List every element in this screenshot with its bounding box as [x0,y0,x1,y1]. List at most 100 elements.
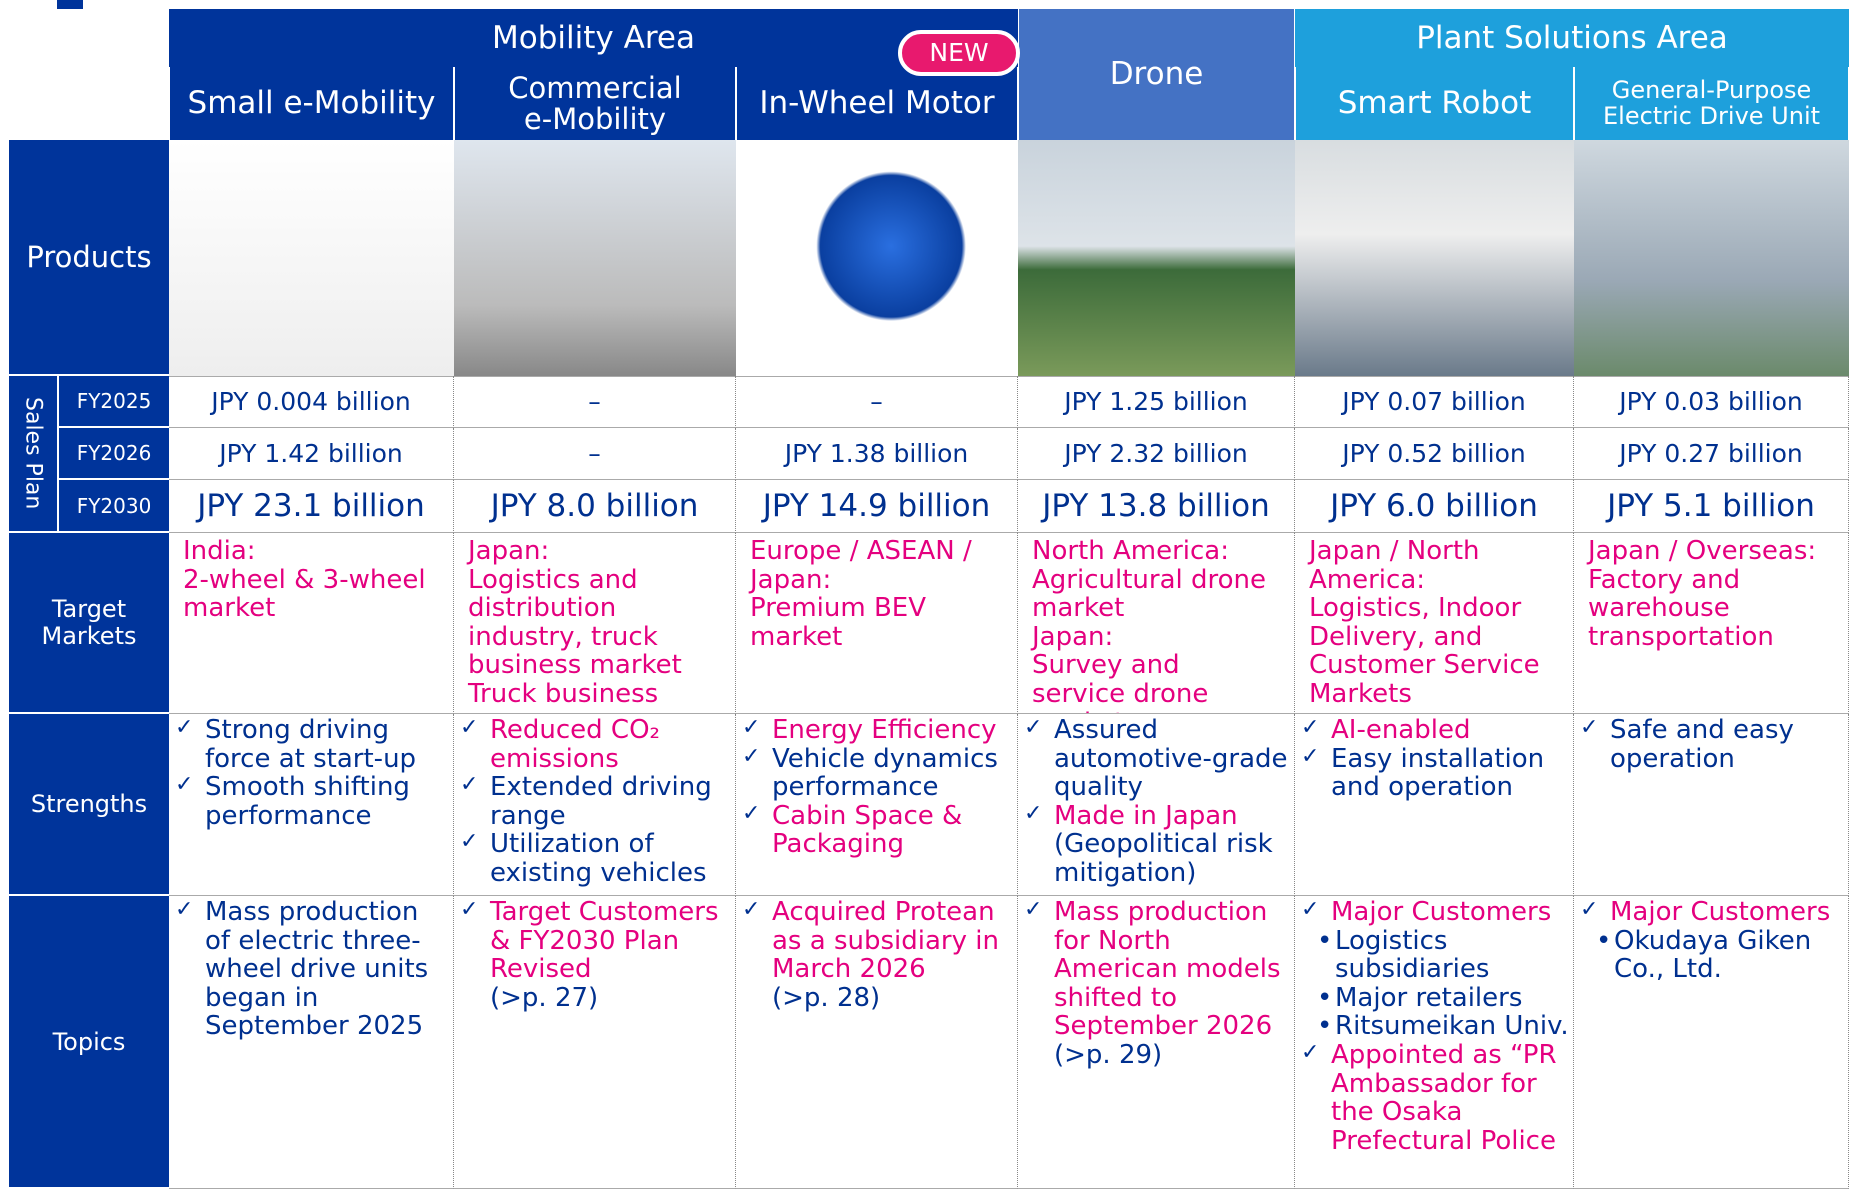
topic-cell: Acquired Protean as a subsidiary in Marc… [736,896,1018,1189]
target-market: Japan: Logistics and distribution indust… [454,533,736,714]
strength-cell: AI-enabledEasy installation and operatio… [1295,714,1574,896]
column-header: General-Purpose Electric Drive Unit [1574,67,1849,140]
corner-mark [57,0,83,9]
sales-value: JPY 0.004 billion [169,376,454,428]
sales-value: JPY 5.1 billion [1574,480,1849,533]
strength-item: Energy Efficiency [742,716,1013,745]
strength-text: Assured automotive-grade quality [1054,715,1288,803]
topic-sub: Major retailers [1317,984,1569,1013]
new-badge: NEW [898,30,1020,76]
sales-value: JPY 1.25 billion [1018,376,1295,428]
strength-text: Cabin Space & Packaging [772,800,963,860]
strength-text: Made in Japan [1054,800,1238,831]
topic-cell: Major CustomersOkudaya Giken Co., Ltd. [1574,896,1849,1189]
sales-value: JPY 2.32 billion [1018,428,1295,480]
topic-cell: Mass production of electric three-wheel … [169,896,454,1189]
strength-item: Easy installation and operation [1301,743,1569,803]
strength-cell: Reduced CO₂ emissionsExtended driving ra… [454,714,736,896]
strength-text: AI-enabled [1331,715,1471,745]
topic-item: Appointed as “PR Ambassador for the Osak… [1301,1041,1569,1155]
sales-value: JPY 23.1 billion [169,480,454,533]
topic-text: Mass production of electric three-wheel … [205,897,429,1042]
strength-item: Made in Japan(Geopolitical risk mitigati… [1024,800,1290,888]
sales-value: JPY 8.0 billion [454,480,736,533]
topic-sub: Logistics subsidiaries [1317,926,1569,984]
column-header: Drone [1018,9,1295,140]
target-market: North America: Agricultural drone market… [1018,533,1295,714]
strength-item: Reduced CO₂ emissions [460,716,731,773]
strength-text: Reduced CO₂ emissions [490,715,660,774]
topic-item: Major CustomersOkudaya Giken Co., Ltd. [1580,898,1844,984]
target-market: Japan / Overseas: Factory and warehouse … [1574,533,1849,714]
topic-text: Acquired Protean as a subsidiary in Marc… [772,897,999,985]
strength-text: Strong driving force at start-up [205,715,417,774]
strength-text: Smooth shifting performance [205,772,410,831]
sales-value: JPY 0.27 billion [1574,428,1849,480]
column-header: Small e-Mobility [169,67,454,140]
topic-item: Acquired Protean as a subsidiary in Marc… [742,898,1013,1012]
topic-text: Major Customers [1331,897,1552,927]
row-label: Topics [9,896,169,1189]
fiscal-year: FY2025 [59,376,169,428]
topic-item: Mass production of electric three-wheel … [175,898,449,1041]
topic-item: Mass production for North American model… [1024,898,1290,1070]
topic-text: Major Customers [1610,897,1831,927]
strength-cell: Assured automotive-grade qualityMade in … [1018,714,1295,896]
product-image [454,140,737,377]
topic-cell: Major CustomersLogistics subsidiariesMaj… [1295,896,1574,1189]
sales-value: JPY 1.42 billion [169,428,454,480]
strength-item: Extended driving range [460,773,731,830]
column-header: In-Wheel Motor [736,67,1018,140]
topic-cell: Target Customers & FY2030 Plan Revised(>… [454,896,736,1189]
column-header: Commercial e-Mobility [454,67,736,140]
product-image [1574,140,1849,377]
strength-item: Safe and easy operation [1580,716,1844,773]
topic-cell: Mass production for North American model… [1018,896,1295,1189]
area-header: Plant Solutions Area [1295,9,1849,67]
topic-note: (>p. 27) [490,982,599,1013]
product-image [1295,140,1575,377]
product-image [169,140,455,377]
strength-text: Energy Efficiency [772,715,997,745]
sales-value: JPY 0.52 billion [1295,428,1574,480]
topic-note: (>p. 28) [772,982,881,1013]
sales-value: JPY 0.03 billion [1574,376,1849,428]
row-label: Strengths [9,714,169,896]
target-market: Japan / North America: Logistics, Indoor… [1295,533,1574,714]
target-market: Europe / ASEAN / Japan: Premium BEV mark… [736,533,1018,714]
topic-item: Major CustomersLogistics subsidiariesMaj… [1301,898,1569,1041]
sales-value: JPY 13.8 billion [1018,480,1295,533]
target-market: India: 2-wheel & 3-wheel market [169,533,454,714]
row-label: Sales Plan [9,376,59,533]
strength-text: Safe and easy operation [1610,715,1794,774]
row-label: Target Markets [9,533,169,714]
topic-text: Appointed as “PR Ambassador for the Osak… [1331,1039,1557,1156]
strength-cell: Strong driving force at start-upSmooth s… [169,714,454,896]
area-header: Mobility Area [169,9,1018,67]
product-image [736,140,1019,377]
fiscal-year: FY2026 [59,428,169,480]
strength-cell: Safe and easy operation [1574,714,1849,896]
strength-text: Utilization of existing vehicles [490,829,707,888]
sales-value: – [454,428,736,480]
topic-item: Target Customers & FY2030 Plan Revised(>… [460,898,731,1012]
strength-text: Vehicle dynamics performance [772,743,998,803]
row-label: Products [9,140,169,376]
topic-text: Target Customers & FY2030 Plan Revised [490,897,719,985]
sales-value: JPY 14.9 billion [736,480,1018,533]
topic-sub: Ritsumeikan Univ. [1317,1012,1569,1041]
strength-text: Extended driving range [490,772,712,831]
strength-item: Cabin Space & Packaging [742,802,1013,859]
strength-note: (Geopolitical risk mitigation) [1054,829,1273,888]
strength-item: Utilization of existing vehicles [460,830,731,887]
strength-item: Vehicle dynamics performance [742,743,1013,803]
product-image [1018,140,1296,377]
topic-text: Mass production for North American model… [1054,897,1281,1042]
sales-value: – [454,376,736,428]
sales-value: – [736,376,1018,428]
sales-value: JPY 1.38 billion [736,428,1018,480]
strength-text: Easy installation and operation [1331,743,1545,803]
topic-sub: Okudaya Giken Co., Ltd. [1596,926,1844,984]
strength-item: Assured automotive-grade quality [1024,716,1290,802]
